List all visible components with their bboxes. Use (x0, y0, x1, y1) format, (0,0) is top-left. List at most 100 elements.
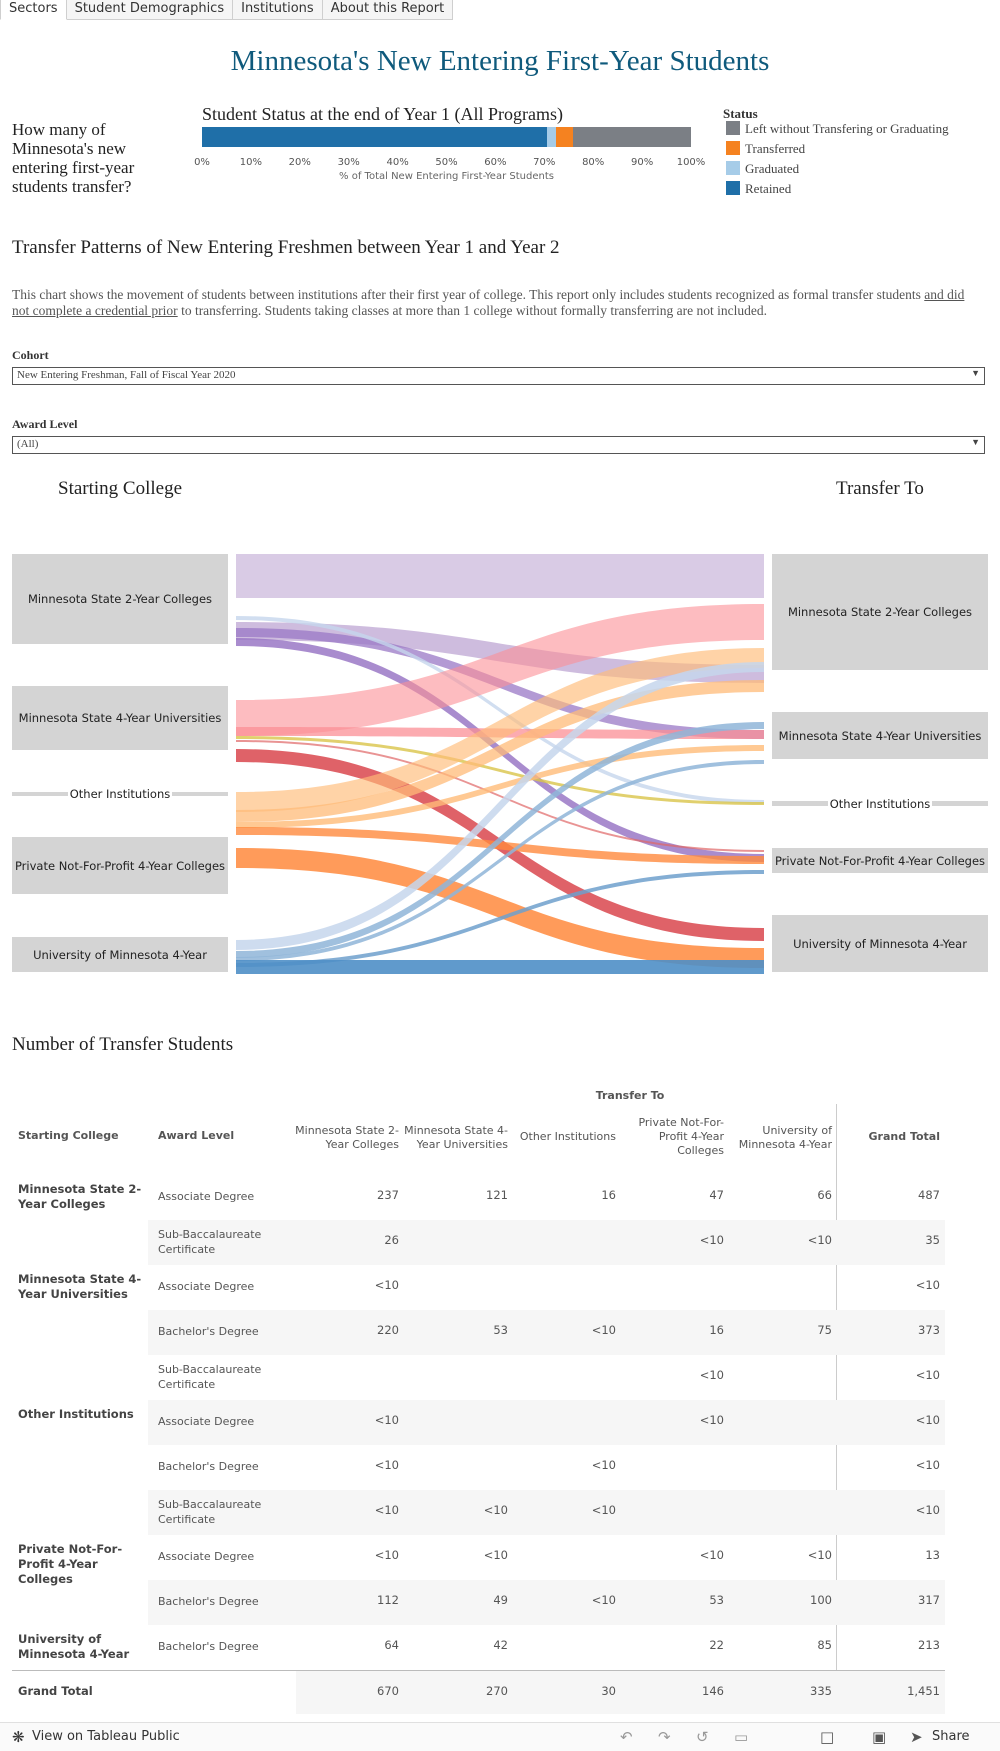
share-icon[interactable]: ➤ (910, 1728, 923, 1746)
grand-total-label: Grand Total (18, 1684, 93, 1698)
sankey-flow[interactable] (236, 848, 764, 968)
sankey-node[interactable]: Private Not-For-Profit 4-Year Colleges (772, 848, 988, 873)
sankey-flow[interactable] (236, 604, 764, 736)
sankey-node-label: Minnesota State 2-Year Colleges (27, 592, 213, 606)
starting-college-header: Starting College (58, 478, 183, 499)
value-cell: 237 (377, 1188, 399, 1202)
value-cell: 100 (810, 1593, 832, 1607)
value-cell: 53 (493, 1323, 508, 1337)
tab-institutions[interactable]: Institutions (233, 0, 323, 20)
sankey-flow[interactable] (236, 827, 764, 864)
sankey-flow[interactable] (236, 745, 764, 828)
value-cell: <10 (915, 1413, 940, 1427)
award-level-cell: Bachelor's Degree (158, 1325, 259, 1338)
status-bar-segment-graduated[interactable] (546, 127, 556, 147)
col-header: Grand Total (868, 1130, 940, 1143)
sankey-node[interactable]: Minnesota State 4-Year Universities (772, 712, 988, 759)
x-tick-label: 70% (533, 157, 556, 168)
x-tick-label: 20% (288, 157, 311, 168)
sankey-flows[interactable] (236, 550, 764, 974)
value-cell: 53 (709, 1593, 724, 1607)
cohort-select[interactable]: New Entering Freshman, Fall of Fiscal Ye… (12, 367, 985, 385)
sankey-node[interactable]: Minnesota State 2-Year Colleges (772, 554, 988, 670)
redo-icon[interactable]: ↷ (658, 1728, 671, 1746)
view-on-tableau-link[interactable]: View on Tableau Public (32, 1729, 180, 1744)
grand-total-row (296, 1671, 945, 1714)
share-button[interactable]: Share (932, 1729, 970, 1744)
award-level-select[interactable]: (All) ▼ (12, 436, 985, 454)
sankey-node[interactable]: Other Institutions (772, 796, 988, 811)
value-cell: <10 (483, 1548, 508, 1562)
pause-icon[interactable]: ▭ (734, 1728, 749, 1746)
chevron-down-icon: ▼ (971, 368, 980, 378)
table-row (148, 1490, 945, 1535)
value-cell: 26 (384, 1233, 399, 1247)
value-cell: 16 (601, 1188, 616, 1202)
value-cell: 35 (925, 1233, 940, 1247)
sankey-flow[interactable] (236, 680, 764, 822)
sankey-node[interactable]: Minnesota State 4-Year Universities (12, 686, 228, 750)
sankey-node[interactable]: University of Minnesota 4-Year (772, 915, 988, 972)
sankey-flow[interactable] (236, 870, 764, 967)
tab-bar: Sectors Student Demographics Institutions A… (0, 0, 454, 20)
award-level-cell: Bachelor's Degree (158, 1595, 259, 1608)
sankey-flow[interactable] (236, 662, 764, 950)
col-header: Minnesota State 2-Year Colleges (295, 1124, 399, 1151)
transfer-to-group-header: Transfer To (595, 1089, 665, 1102)
grand-total-cell: 270 (486, 1684, 508, 1698)
legend-title: Status (723, 106, 758, 121)
sankey-flow[interactable] (236, 722, 764, 958)
status-x-axis: 0% 10% 20% 30% 40% 50% 60% 70% 80% 90% 100% (194, 157, 705, 169)
grand-total-cell: 30 (601, 1684, 616, 1698)
sankey-flow[interactable] (236, 740, 764, 852)
status-bar-segment-left-without-transfering-or-graduating[interactable] (572, 127, 691, 147)
sankey-node[interactable]: University of Minnesota 4-Year (12, 937, 228, 972)
sankey-flow[interactable] (236, 616, 764, 804)
fullscreen-icon[interactable]: ▣ (872, 1728, 887, 1746)
award-level-cell: Associate Degree (158, 1190, 255, 1203)
value-cell: <10 (915, 1278, 940, 1292)
legend-swatch (726, 141, 740, 155)
grand-total-cell: 670 (377, 1684, 399, 1698)
value-cell: <10 (915, 1458, 940, 1472)
sankey-node[interactable]: Other Institutions (12, 787, 228, 801)
chevron-down-icon: ▼ (971, 437, 980, 447)
sankey-node[interactable]: Private Not-For-Profit 4-Year Colleges (12, 837, 228, 894)
legend-swatch (726, 181, 740, 195)
value-cell: 112 (377, 1593, 399, 1607)
tab-student-demographics[interactable]: Student Demographics (66, 0, 234, 20)
sankey-flow[interactable] (236, 736, 764, 805)
status-bar-segment-retained[interactable] (202, 127, 547, 147)
status-chart-title: Student Status at the end of Year 1 (All… (202, 104, 563, 124)
legend-label: Graduated (745, 161, 800, 176)
value-cell: <10 (807, 1548, 832, 1562)
divider (12, 1670, 945, 1671)
award-level-label: Award Level (12, 417, 78, 431)
revert-icon[interactable]: ↺ (696, 1728, 709, 1746)
sankey-flow[interactable] (236, 960, 764, 974)
value-cell: 213 (918, 1638, 940, 1652)
status-stacked-bar[interactable] (202, 127, 691, 147)
col-header: Other Institutions (519, 1130, 616, 1143)
value-cell: 22 (709, 1638, 724, 1652)
tab-sectors[interactable]: Sectors (0, 0, 67, 20)
transfer-to-header: Transfer To (836, 478, 924, 499)
sankey-node[interactable]: Minnesota State 2-Year Colleges (12, 554, 228, 644)
sankey-flow[interactable] (236, 760, 764, 961)
value-cell: <10 (807, 1233, 832, 1247)
award-level-cell: Sub-Baccalaureate Certificate (158, 1228, 262, 1256)
undo-icon[interactable]: ↶ (620, 1728, 633, 1746)
tab-about-this-report[interactable]: About this Report (322, 0, 454, 20)
starting-college-cell: Private Not-For-Profit 4-Year Colleges (18, 1542, 123, 1586)
sankey-node-label: Other Institutions (827, 796, 933, 811)
value-cell: 220 (377, 1323, 399, 1337)
value-cell: <10 (699, 1368, 724, 1382)
sankey-node-label: Minnesota State 4-Year Universities (778, 728, 982, 743)
status-bar-segment-transferred[interactable] (555, 127, 573, 147)
sankey-flow[interactable] (236, 648, 764, 812)
x-tick-label: 30% (337, 157, 360, 168)
comment-icon[interactable]: □ (820, 1728, 835, 1746)
sankey-flow[interactable] (236, 554, 764, 598)
award-level-cell: Sub-Baccalaureate Certificate (158, 1498, 262, 1526)
value-cell: <10 (374, 1278, 399, 1292)
